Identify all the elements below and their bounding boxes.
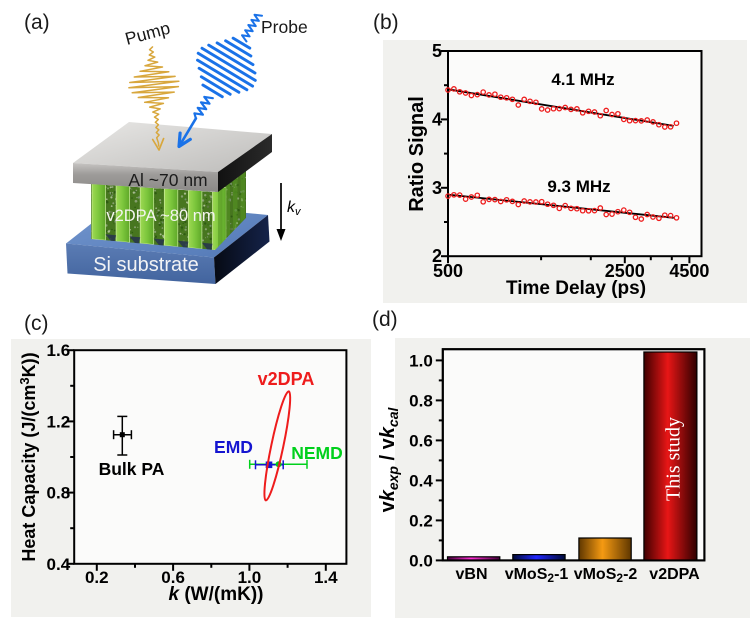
svg-text:Heat Capacity (J/(cm3K)): Heat Capacity (J/(cm3K)) — [17, 352, 39, 561]
svg-text:0.4: 0.4 — [47, 555, 71, 574]
svg-text:0.6: 0.6 — [409, 431, 433, 450]
svg-text:vMoS2-2: vMoS2-2 — [574, 566, 638, 585]
svg-text:1.0: 1.0 — [409, 351, 433, 370]
svg-text:Ratio Signal: Ratio Signal — [406, 96, 428, 212]
svg-text:1.6: 1.6 — [47, 341, 71, 360]
svg-text:1.0: 1.0 — [238, 568, 262, 587]
svg-text:Al ~70 nm: Al ~70 nm — [128, 170, 207, 190]
svg-text:1.2: 1.2 — [47, 412, 71, 431]
svg-text:0.8: 0.8 — [409, 391, 433, 410]
svg-text:0.4: 0.4 — [409, 471, 433, 490]
svg-text:0.2: 0.2 — [85, 568, 109, 587]
svg-text:vMoS2-1: vMoS2-1 — [505, 566, 569, 585]
svg-text:2: 2 — [432, 246, 442, 266]
svg-text:1.4: 1.4 — [314, 568, 338, 587]
svg-text:5: 5 — [432, 41, 442, 61]
svg-text:4.1 MHz: 4.1 MHz — [551, 70, 614, 89]
svg-text:(a): (a) — [24, 11, 50, 34]
svg-text:vkexp / vkcal: vkexp / vkcal — [377, 407, 401, 513]
svg-text:(d): (d) — [372, 308, 398, 331]
svg-text:Bulk PA: Bulk PA — [99, 459, 165, 479]
svg-text:Probe: Probe — [261, 17, 308, 37]
svg-text:0.8: 0.8 — [47, 484, 71, 503]
svg-text:(c): (c) — [24, 312, 49, 335]
svg-text:Pump: Pump — [123, 18, 172, 49]
svg-text:0.0: 0.0 — [409, 551, 433, 570]
svg-text:k (W/(mK)): k (W/(mK)) — [169, 584, 264, 605]
svg-text:0.6: 0.6 — [161, 568, 185, 587]
svg-text:2500: 2500 — [605, 261, 645, 281]
svg-text:v2DPA: v2DPA — [258, 369, 315, 389]
svg-text:v2DPA: v2DPA — [649, 566, 700, 583]
svg-text:(b): (b) — [373, 11, 399, 34]
svg-text:0.2: 0.2 — [409, 511, 433, 530]
svg-text:This study: This study — [663, 417, 685, 501]
svg-text:kv: kv — [287, 199, 302, 218]
svg-text:9.3 MHz: 9.3 MHz — [547, 177, 610, 196]
svg-text:Time Delay (ps): Time Delay (ps) — [506, 278, 646, 299]
svg-text:NEMD: NEMD — [291, 443, 343, 463]
svg-text:EMD: EMD — [214, 437, 253, 457]
svg-text:vBN: vBN — [455, 566, 487, 583]
svg-text:4500: 4500 — [669, 261, 709, 281]
svg-text:Si substrate: Si substrate — [93, 254, 199, 276]
svg-text:500: 500 — [433, 261, 463, 281]
svg-text:3: 3 — [432, 178, 442, 198]
svg-text:4: 4 — [432, 109, 442, 129]
svg-text:v2DPA ~80 nm: v2DPA ~80 nm — [106, 207, 215, 225]
